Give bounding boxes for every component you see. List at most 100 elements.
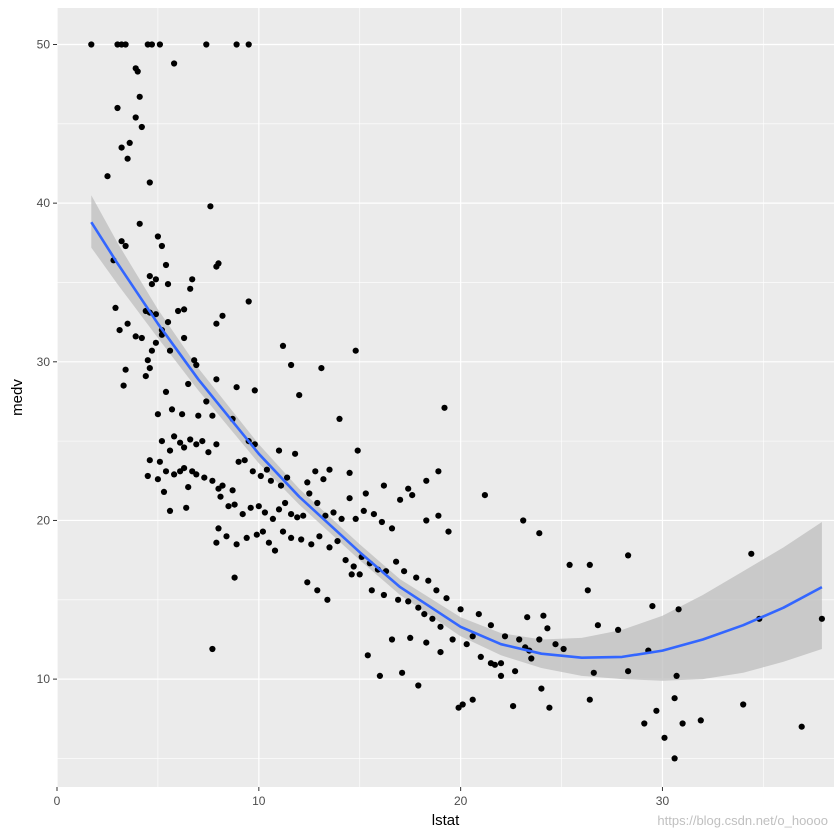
data-point bbox=[263, 466, 270, 473]
data-point bbox=[164, 319, 172, 326]
data-point bbox=[536, 530, 543, 537]
data-point bbox=[124, 320, 131, 327]
data-point bbox=[376, 672, 383, 680]
data-point bbox=[463, 641, 470, 648]
data-point bbox=[368, 587, 375, 594]
data-point bbox=[146, 365, 153, 372]
data-point bbox=[213, 263, 220, 270]
data-point bbox=[203, 398, 210, 405]
data-point bbox=[249, 468, 256, 475]
data-point bbox=[397, 496, 404, 503]
data-point bbox=[193, 361, 200, 369]
data-point bbox=[277, 482, 285, 489]
data-point bbox=[798, 723, 805, 730]
data-point bbox=[134, 68, 141, 75]
watermark-text: https://blog.csdn.net/o_hoooo bbox=[657, 813, 828, 828]
data-point bbox=[239, 510, 246, 518]
data-point bbox=[395, 596, 402, 603]
y-axis-title: medv bbox=[9, 379, 26, 416]
data-point bbox=[661, 734, 668, 741]
data-point bbox=[168, 406, 176, 413]
data-point bbox=[342, 557, 349, 564]
data-point bbox=[370, 510, 377, 518]
data-point bbox=[449, 636, 456, 643]
data-point bbox=[330, 509, 337, 516]
data-point bbox=[388, 525, 396, 532]
data-point bbox=[269, 515, 276, 523]
data-point bbox=[354, 447, 361, 454]
data-point bbox=[615, 626, 622, 634]
data-point bbox=[132, 333, 139, 340]
x-tick-label: 30 bbox=[656, 794, 670, 808]
data-point bbox=[318, 365, 325, 372]
data-point bbox=[469, 696, 476, 703]
data-point bbox=[162, 468, 170, 475]
data-point bbox=[296, 392, 303, 399]
data-point bbox=[181, 465, 188, 472]
data-point bbox=[187, 436, 194, 443]
data-point bbox=[146, 457, 153, 464]
data-point bbox=[501, 633, 509, 640]
data-point bbox=[405, 598, 412, 605]
data-point bbox=[225, 503, 232, 510]
y-tick-label: 10 bbox=[37, 672, 51, 686]
data-point bbox=[497, 660, 505, 667]
data-point bbox=[185, 484, 192, 491]
data-point bbox=[171, 60, 178, 67]
y-tick-label: 40 bbox=[37, 196, 51, 210]
data-point bbox=[275, 447, 283, 454]
confidence-ribbon bbox=[91, 195, 822, 681]
data-point bbox=[104, 173, 111, 180]
data-point bbox=[124, 155, 131, 162]
data-point bbox=[697, 717, 704, 724]
data-point bbox=[166, 507, 174, 514]
data-point bbox=[217, 493, 224, 500]
data-point bbox=[148, 347, 155, 354]
data-point bbox=[671, 755, 678, 762]
data-point bbox=[138, 123, 145, 131]
data-point bbox=[748, 550, 755, 557]
data-point bbox=[138, 334, 145, 342]
data-point bbox=[437, 649, 444, 656]
data-point bbox=[423, 477, 430, 484]
data-point bbox=[818, 615, 826, 622]
data-point bbox=[441, 404, 448, 411]
data-point bbox=[586, 696, 593, 703]
data-point bbox=[88, 41, 95, 48]
data-point bbox=[195, 412, 202, 419]
data-point bbox=[425, 577, 432, 584]
data-point bbox=[288, 510, 295, 518]
data-point bbox=[413, 574, 420, 581]
x-tick-label: 10 bbox=[252, 794, 266, 808]
data-point bbox=[154, 411, 161, 418]
data-point bbox=[364, 652, 371, 659]
data-point bbox=[120, 382, 127, 389]
data-point bbox=[566, 561, 573, 569]
data-point bbox=[136, 220, 143, 227]
data-point bbox=[193, 441, 200, 448]
data-point bbox=[215, 525, 222, 532]
data-point bbox=[213, 376, 220, 383]
y-tick-label: 50 bbox=[37, 37, 51, 51]
data-point bbox=[171, 433, 178, 440]
data-point bbox=[540, 612, 547, 619]
data-point bbox=[261, 509, 268, 516]
data-point bbox=[181, 306, 188, 313]
data-point bbox=[166, 447, 174, 454]
data-point bbox=[116, 327, 123, 334]
data-point bbox=[158, 242, 165, 250]
data-point bbox=[118, 144, 125, 151]
data-point bbox=[146, 273, 153, 280]
data-point bbox=[284, 474, 291, 481]
data-point bbox=[546, 704, 553, 711]
data-point bbox=[435, 468, 442, 475]
data-point bbox=[152, 311, 159, 318]
data-points bbox=[88, 41, 826, 762]
data-point bbox=[320, 476, 327, 483]
data-point bbox=[457, 606, 464, 613]
data-point bbox=[356, 571, 363, 578]
data-point bbox=[247, 504, 254, 511]
data-point bbox=[181, 444, 188, 451]
data-point bbox=[259, 528, 266, 535]
data-point bbox=[162, 388, 170, 395]
